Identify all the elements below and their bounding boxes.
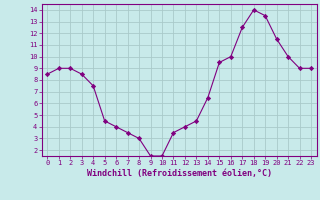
X-axis label: Windchill (Refroidissement éolien,°C): Windchill (Refroidissement éolien,°C) [87,169,272,178]
